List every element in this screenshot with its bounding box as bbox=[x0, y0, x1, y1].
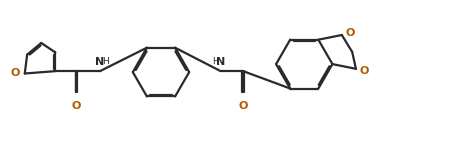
Text: O: O bbox=[359, 66, 368, 76]
Text: H: H bbox=[101, 57, 109, 66]
Text: O: O bbox=[71, 101, 81, 111]
Text: N: N bbox=[216, 57, 225, 67]
Text: O: O bbox=[345, 28, 354, 38]
Text: O: O bbox=[238, 101, 248, 111]
Text: H: H bbox=[211, 57, 218, 66]
Text: O: O bbox=[10, 69, 20, 78]
Text: N: N bbox=[95, 57, 104, 67]
